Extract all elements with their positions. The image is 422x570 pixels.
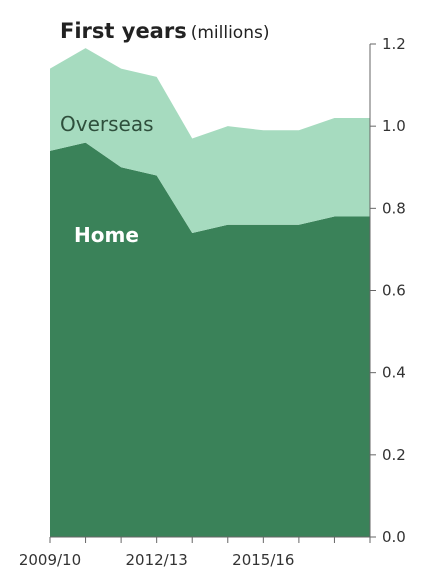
y-tick-label: 0.2 <box>382 446 406 464</box>
x-tick-label: 2012/13 <box>126 551 188 569</box>
x-tick-label: 2009/10 <box>19 551 81 569</box>
area <box>50 48 370 233</box>
series-label: Home <box>74 223 139 247</box>
area <box>50 142 370 537</box>
y-tick-label: 0.4 <box>382 364 406 382</box>
y-tick-label: 0.6 <box>382 282 406 300</box>
subtitle: (millions) <box>191 23 270 43</box>
y-tick-label: 1.0 <box>382 117 406 135</box>
chart-title: First years (millions) <box>60 19 269 43</box>
series-label: Overseas <box>60 112 154 136</box>
x-tick-label: 2015/16 <box>232 551 294 569</box>
y-tick-label: 0.0 <box>382 528 406 546</box>
y-tick-label: 0.8 <box>382 199 406 217</box>
y-tick-label: 1.2 <box>382 35 406 53</box>
title: First years <box>60 19 187 43</box>
